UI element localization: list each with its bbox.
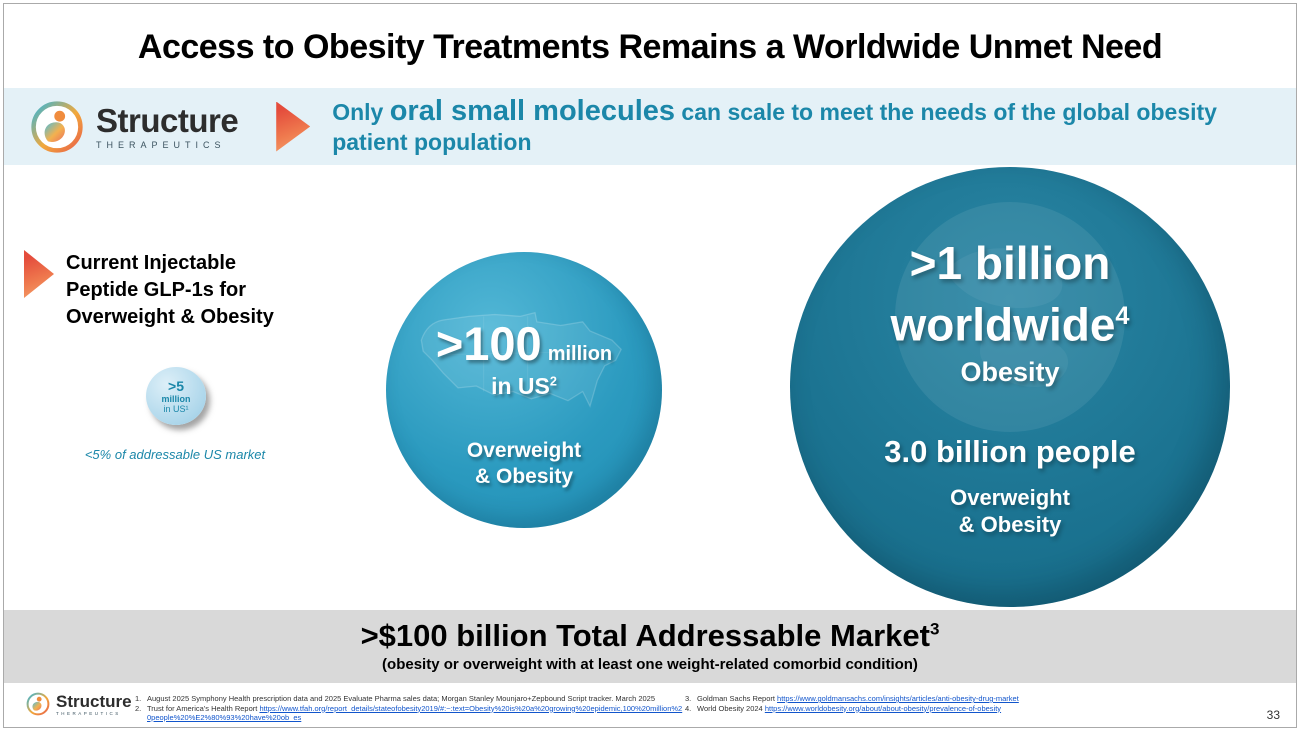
- footnote-ref-4: 4: [1115, 302, 1130, 330]
- footnote-ref-3: 3: [929, 619, 940, 639]
- global-market-value: >1 billion: [909, 237, 1111, 289]
- injectable-glp1-heading: Current Injectable Peptide GLP-1s for Ov…: [66, 252, 274, 328]
- global-overweight-value: 3.0 billion people: [884, 434, 1136, 470]
- logo-subname: THERAPEUTICS: [96, 139, 226, 150]
- us-map-icon: [420, 311, 622, 408]
- global-market-circle: >1 billion worldwide4 Obesity 3.0 billio…: [790, 167, 1230, 607]
- slide-title: Access to Obesity Treatments Remains a W…: [137, 28, 1163, 66]
- us-market-region: in US2: [491, 373, 557, 399]
- headline-prefix: Only: [332, 99, 390, 125]
- footer-logo-text: Structure THERAPEUTICS: [56, 693, 132, 716]
- logo-text: Structure THERAPEUTICS: [96, 101, 239, 150]
- footnote-3: 3. Goldman Sachs Report https://www.gold…: [685, 694, 1019, 703]
- us-market-value: >100 million: [386, 316, 662, 371]
- footnote-ref-2: 2: [549, 374, 557, 389]
- footnotes-column-1: 1. August 2025 Symphony Health prescript…: [135, 694, 683, 723]
- global-market-region: worldwide4: [890, 298, 1130, 351]
- footnote-1: 1. August 2025 Symphony Health prescript…: [135, 694, 656, 703]
- bubble-value: >5: [168, 377, 184, 394]
- logo-name: Structure: [96, 101, 239, 139]
- global-market-text: >1 billion worldwide4 Obesity 3.0 billio…: [790, 167, 1230, 538]
- tam-title: >$100 billion Total Addressable Market3: [360, 618, 940, 653]
- headline-suffix: can scale to meet the needs of the globa…: [332, 99, 1217, 155]
- banner-headline: Only oral small molecules can scale to m…: [332, 96, 1272, 157]
- gradient-arrow-icon: [276, 101, 311, 152]
- structure-logo-icon: [26, 692, 50, 716]
- bubble-region: in US¹: [163, 403, 189, 414]
- us-current-patients-bubble: >5 million in US¹: [146, 367, 206, 425]
- global-obesity-label: Obesity: [960, 357, 1060, 388]
- footer-logo-subname: THERAPEUTICS: [56, 710, 121, 716]
- addressable-market-note: <5% of addressable US market: [84, 447, 266, 462]
- structure-logo: Structure THERAPEUTICS: [30, 100, 239, 154]
- us-market-number: >100: [435, 317, 542, 370]
- us-market-unit: million: [547, 343, 613, 365]
- gradient-arrow-icon: [24, 250, 54, 298]
- structure-logo-icon: [31, 100, 83, 153]
- footnote-4-link[interactable]: https://www.worldobesity.org/about/about…: [764, 703, 1002, 713]
- headline-emphasis: oral small molecules: [389, 95, 676, 127]
- tam-subtitle: (obesity or overweight with at least one…: [382, 656, 918, 673]
- bubble-unit: million: [161, 393, 191, 404]
- global-overweight-label: Overweight & Obesity: [950, 485, 1070, 538]
- footer-structure-logo: Structure THERAPEUTICS: [26, 692, 132, 716]
- page-number: 33: [1266, 708, 1280, 722]
- us-market-circle: >100 million in US2 Overweight & Obesity: [386, 252, 662, 528]
- globe-icon: [895, 202, 1125, 432]
- footer-logo-name: Structure: [56, 691, 132, 711]
- footnote-2: 2. Trust for America's Health Report htt…: [135, 703, 683, 723]
- total-addressable-market-banner: >$100 billion Total Addressable Market3 …: [4, 610, 1296, 683]
- header-banner: Structure THERAPEUTICS Only oral small m…: [4, 88, 1296, 165]
- us-market-label: Overweight & Obesity: [466, 439, 582, 488]
- us-market-text: >100 million in US2 Overweight & Obesity: [386, 252, 662, 490]
- footnote-4: 4. World Obesity 2024 https://www.worldo…: [685, 703, 1002, 713]
- footnotes-column-2: 3. Goldman Sachs Report https://www.gold…: [685, 694, 1125, 713]
- footnote-2-link[interactable]: https://www.tfah.org/report_details/stat…: [147, 703, 683, 723]
- footnote-3-link[interactable]: https://www.goldmansachs.com/insights/ar…: [777, 694, 1019, 703]
